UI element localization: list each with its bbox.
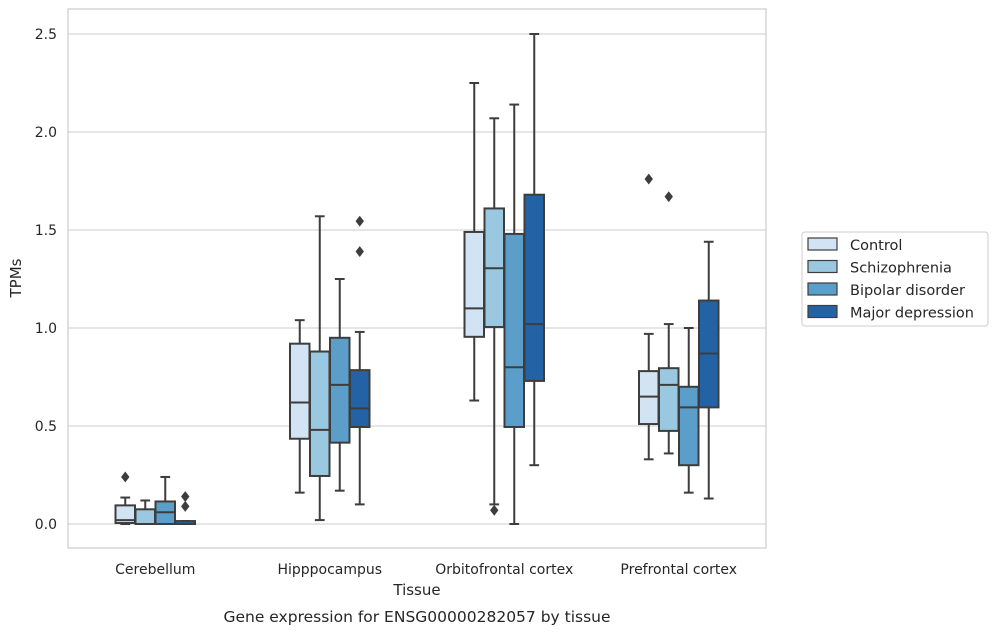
box-control [289, 319, 311, 494]
box-schizophrenia [134, 499, 156, 525]
legend-label: Control [850, 238, 902, 254]
box-major-depression [349, 215, 371, 506]
box-iqr [463, 230, 485, 338]
legend-swatch [807, 304, 838, 319]
y-tick-label: 1.0 [35, 321, 57, 337]
box-iqr [289, 342, 311, 440]
box-iqr [349, 369, 371, 428]
x-axis-label: Tissue [392, 581, 440, 599]
x-tick-label: Orbitofrontal cortex [435, 562, 573, 578]
legend-swatch [807, 259, 838, 274]
box-iqr [523, 193, 545, 382]
box-major-depression [698, 240, 720, 500]
y-tick-label: 2.0 [35, 125, 57, 141]
box-major-depression [174, 491, 196, 525]
x-tick-label: Prefrontal cortex [620, 562, 737, 578]
box-bipolar-disorder [503, 103, 525, 525]
y-tick-label: 2.5 [35, 27, 57, 43]
outlier-point [490, 504, 499, 516]
box-bipolar-disorder [329, 278, 351, 492]
box-groups [114, 33, 720, 525]
outlier-point [664, 191, 673, 203]
legend-frame [801, 231, 989, 327]
outlier-point [355, 246, 364, 258]
box-iqr [678, 385, 700, 467]
gridlines [68, 33, 766, 525]
figure-caption: Gene expression for ENSG00000282057 by t… [223, 608, 610, 626]
box-schizophrenia [483, 117, 505, 516]
box-iqr [658, 367, 680, 432]
legend-label: Bipolar disorder [850, 283, 965, 299]
y-tick-label: 0.5 [35, 419, 57, 435]
box-major-depression [523, 33, 545, 467]
x-tick-label: Hipppocampus [277, 562, 382, 578]
outlier-point [181, 500, 190, 512]
y-tick-label: 1.5 [35, 223, 57, 239]
legend-label: Schizophrenia [850, 261, 952, 277]
box-control [638, 173, 660, 461]
box-iqr [329, 336, 351, 444]
legend-swatch [807, 237, 838, 251]
legend-swatch [807, 282, 838, 296]
box-bipolar-disorder [154, 475, 176, 525]
x-tick-label: Cerebellum [115, 562, 195, 578]
box-control [463, 82, 485, 402]
outlier-point [181, 491, 190, 503]
box-control [114, 471, 136, 525]
plot-frame [67, 8, 767, 549]
box-bipolar-disorder [678, 327, 700, 494]
outlier-point [644, 173, 653, 185]
legend-label: Major depression [850, 306, 974, 322]
box-schizophrenia [309, 215, 331, 522]
y-axis-label: TPMs [7, 258, 25, 298]
legend: Control Schizophrenia Bipolar disorder Majo… [801, 231, 989, 327]
box-iqr [503, 232, 525, 428]
y-tick-label: 0.0 [35, 517, 57, 533]
outlier-point [355, 215, 364, 227]
outlier-point [121, 471, 130, 483]
x-tick-labels: Cerebellum Hipppocampus Orbitofrontal cort… [115, 562, 737, 578]
box-iqr [134, 508, 156, 525]
y-tick-labels: 0.0 0.5 1.0 1.5 2.0 2.5 [35, 27, 57, 533]
box-schizophrenia [658, 191, 680, 455]
box-iqr [309, 350, 331, 477]
